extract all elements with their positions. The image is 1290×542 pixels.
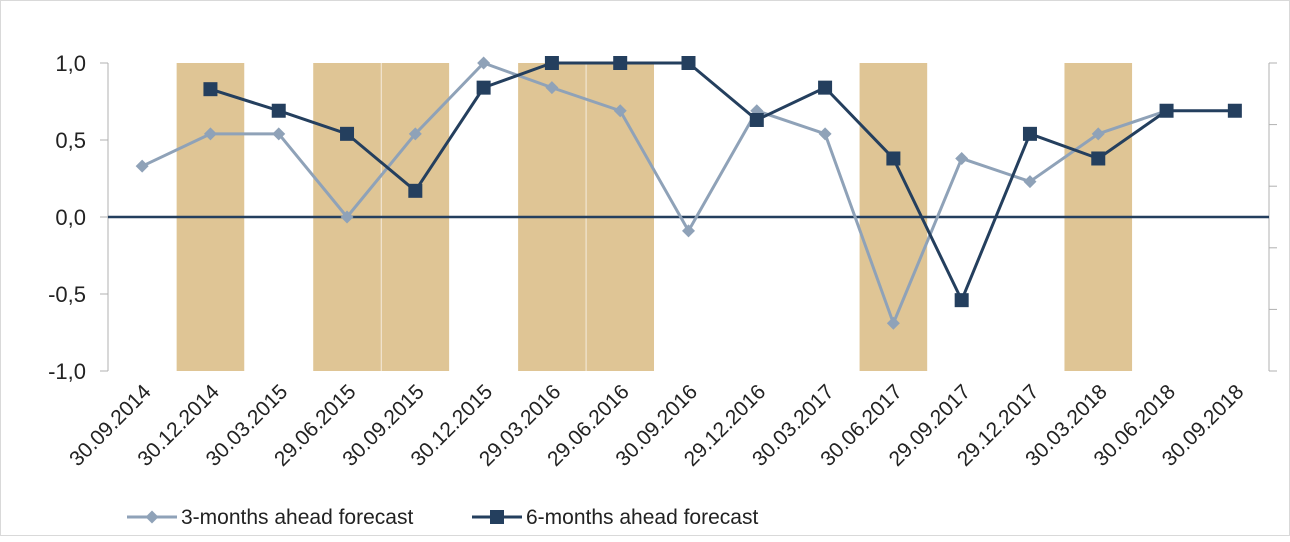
series-point: [886, 316, 900, 330]
x-axis: 30.09.201430.12.201430.03.201529.06.2015…: [65, 380, 1248, 471]
series-point: [340, 126, 355, 141]
y-tick-label: -0,5: [48, 282, 86, 307]
series-point: [544, 56, 559, 70]
series-point: [545, 81, 559, 95]
series-point: [476, 80, 491, 95]
series-point: [490, 510, 504, 524]
series-point: [408, 183, 423, 198]
series-point: [1227, 103, 1242, 118]
legend-item-2: 6-months ahead forecast: [472, 506, 758, 529]
y-tick-label: -1,0: [48, 359, 86, 384]
series-point: [954, 293, 969, 308]
series-point: [408, 127, 422, 141]
series-point: [955, 151, 969, 165]
y-axis-left: 1,0 0,5 0,0 -0,5 -1,0: [48, 51, 109, 384]
series-point: [613, 104, 627, 118]
series-line: [141, 61, 1168, 325]
series-point: [1091, 151, 1106, 166]
series-point: [681, 56, 696, 70]
series-point: [818, 80, 833, 95]
series-point: [203, 82, 218, 97]
y-axis-right: [1268, 62, 1277, 372]
series-point: [818, 127, 832, 141]
legend-label: 6-months ahead forecast: [526, 506, 758, 529]
series-1: [135, 56, 1174, 330]
legend-label: 3-months ahead forecast: [181, 506, 413, 529]
series-point: [749, 112, 764, 127]
series-point: [1091, 127, 1105, 141]
series-point: [203, 127, 217, 141]
series-point: [1022, 126, 1037, 141]
legend-item-1: 3-months ahead forecast: [127, 506, 413, 529]
series-2: [203, 56, 1242, 308]
series-point: [886, 151, 901, 166]
series-point: [271, 103, 286, 118]
legend: 3-months ahead forecast 6-months ahead fo…: [127, 506, 758, 529]
y-tick-label: 0,5: [55, 128, 86, 153]
series-point: [145, 510, 159, 524]
y-tick-label: 1,0: [55, 51, 86, 76]
series-point: [613, 56, 628, 70]
y-tick-label: 0,0: [55, 205, 86, 230]
series-point: [135, 159, 149, 173]
series-point: [340, 210, 354, 224]
series-point: [272, 127, 286, 141]
series-group: [135, 56, 1242, 330]
series-point: [682, 224, 695, 238]
series-point: [1159, 103, 1174, 118]
series-point: [477, 56, 491, 70]
series-point: [1023, 175, 1037, 189]
series-line: [209, 61, 1235, 302]
